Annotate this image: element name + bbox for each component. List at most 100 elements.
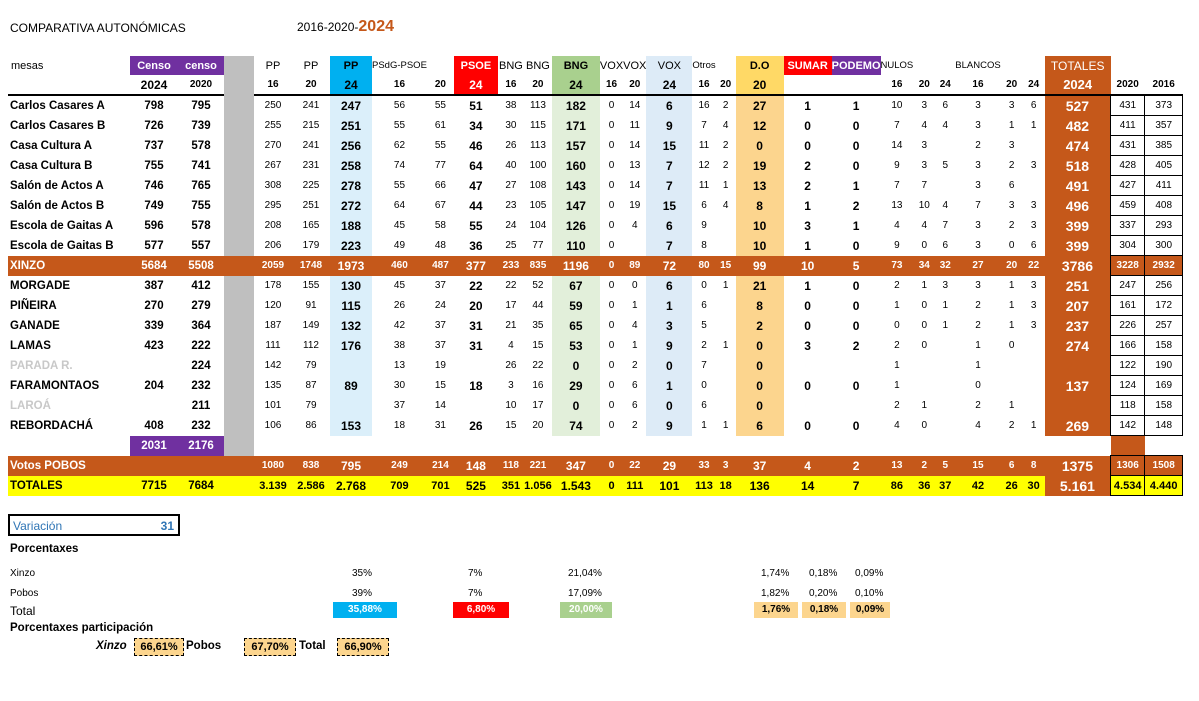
cell-5: 74 bbox=[393, 160, 406, 171]
cell-14: 1 bbox=[701, 420, 707, 431]
cell-13: 1 bbox=[646, 295, 693, 316]
cell-13: 9 bbox=[646, 115, 693, 136]
cell-19: 2 bbox=[894, 280, 900, 291]
porc-xinzo-bng: 21,04% bbox=[568, 568, 602, 579]
cell-12 bbox=[623, 236, 646, 256]
header-year-5: 24 bbox=[330, 75, 372, 96]
cell-15: 2 bbox=[722, 100, 729, 112]
cell-18: 7 bbox=[831, 475, 881, 496]
cell-27: 169 bbox=[1144, 375, 1184, 396]
cell-8: 351 bbox=[497, 475, 524, 496]
cell-19: 1 bbox=[894, 360, 900, 371]
year-current: 2024 bbox=[358, 18, 394, 35]
cell-15: 2 bbox=[722, 140, 729, 151]
cell-22: 2 bbox=[975, 400, 981, 411]
cell-5: 18 bbox=[393, 420, 406, 431]
cell-7: 20 bbox=[469, 298, 483, 313]
cell-4: 278 bbox=[330, 175, 372, 196]
cell-13: 6 bbox=[646, 95, 693, 116]
cell-5: 30 bbox=[393, 380, 406, 391]
header-year-13: 20 bbox=[623, 75, 647, 96]
cell-25: 237 bbox=[1044, 315, 1111, 336]
cell-18: 1 bbox=[852, 178, 860, 193]
cell-10: 65 bbox=[551, 315, 600, 336]
table-row: Escola de Gaitas A 596 578 208 165 188 45 58 55 2… bbox=[8, 215, 1184, 236]
table-row: MORGADE 387 412 178 155 130 45 37 22 22 52 67 0 0 6 0 1 2… bbox=[8, 275, 1184, 296]
variacion-box[interactable]: Variación 31 bbox=[8, 514, 180, 536]
cell-23: 6 bbox=[1000, 455, 1023, 476]
cell-2: 178 bbox=[264, 280, 282, 291]
cell-20: 1 bbox=[921, 400, 928, 411]
cell-4: 247 bbox=[330, 95, 372, 116]
cell-8: 30 bbox=[505, 120, 517, 131]
cell-10: 126 bbox=[551, 215, 600, 236]
gap-cell bbox=[224, 195, 254, 216]
cell-27: 256 bbox=[1144, 275, 1184, 296]
blank-cell bbox=[1045, 436, 1111, 456]
cell-5: 460 bbox=[372, 255, 427, 276]
cell-11: 0 bbox=[608, 240, 615, 251]
header-year-23: 16 bbox=[955, 75, 1001, 96]
cell-20: 0 bbox=[921, 420, 928, 431]
cell-4: 2.768 bbox=[330, 475, 372, 496]
cell-16: 8 bbox=[735, 195, 784, 216]
cell-15 bbox=[716, 376, 736, 396]
cell-6: 61 bbox=[434, 120, 446, 131]
cell-6: 214 bbox=[426, 455, 454, 476]
cell-12: 6 bbox=[631, 400, 638, 411]
blank-cell bbox=[1110, 435, 1145, 456]
cell-19: 7 bbox=[894, 180, 900, 191]
cell-1: 232 bbox=[191, 379, 211, 392]
cell-15: 18 bbox=[715, 475, 736, 496]
cell-5: 62 bbox=[393, 140, 406, 151]
cell-17 bbox=[784, 356, 832, 376]
cell-18: 5 bbox=[831, 255, 881, 276]
cell-13: 3 bbox=[646, 315, 693, 336]
cell-19: 10 bbox=[891, 100, 903, 112]
cell-24 bbox=[1023, 136, 1045, 156]
cell-26: 431 bbox=[1110, 135, 1146, 156]
header-gap bbox=[224, 56, 254, 75]
cell-14: 33 bbox=[692, 455, 716, 476]
cell-16: 27 bbox=[735, 95, 784, 116]
cell-26: 304 bbox=[1110, 235, 1146, 256]
cell-7: 46 bbox=[469, 138, 483, 153]
gap-cell bbox=[224, 475, 254, 496]
cell-8: 27 bbox=[505, 180, 517, 191]
cell-16: 6 bbox=[735, 415, 784, 436]
cell-13: 0 bbox=[646, 355, 693, 376]
cell-3: 79 bbox=[305, 360, 317, 371]
header-vox_a: VOX bbox=[599, 59, 624, 72]
cell-1: 741 bbox=[191, 159, 211, 172]
cell-22: 3 bbox=[975, 220, 981, 231]
sheet-title: COMPARATIVA AUTONÓMICAS bbox=[10, 21, 186, 35]
cell-18: 1 bbox=[852, 218, 860, 233]
cell-9: 15 bbox=[532, 340, 544, 351]
cell-13: 7 bbox=[646, 175, 693, 196]
cell-16: 0 bbox=[735, 355, 784, 376]
cell-19: 73 bbox=[880, 255, 914, 276]
row-name: GANADE bbox=[10, 319, 60, 332]
cell-20: 0 bbox=[921, 340, 928, 351]
porc-xinzo-label: Xinzo bbox=[10, 568, 36, 579]
header-mesas: mesas bbox=[11, 59, 44, 72]
blank-cell bbox=[881, 436, 914, 456]
cell-21 bbox=[935, 356, 955, 376]
header-row-parties: mesas Censo censo PP PP PP PSdG-PSOE PSOE BNG BNG… bbox=[8, 56, 1183, 75]
header-n2 bbox=[913, 56, 935, 75]
cell-21 bbox=[935, 416, 955, 436]
blank-cell bbox=[8, 436, 130, 456]
cell-1: 578 bbox=[191, 139, 211, 152]
header-year-3: 16 bbox=[254, 75, 292, 96]
porc-pobos-psoe: 7% bbox=[468, 588, 483, 599]
cell-4: 258 bbox=[330, 155, 372, 176]
cell-0: 749 bbox=[144, 199, 164, 212]
cell-7: 55 bbox=[469, 218, 483, 233]
header-year-2: 2020 bbox=[178, 75, 224, 96]
cell-6: 66 bbox=[434, 180, 446, 191]
cell-25: 482 bbox=[1044, 115, 1111, 136]
cell-10: 157 bbox=[551, 135, 600, 156]
cell-26: 337 bbox=[1110, 215, 1146, 236]
cell-19: 2 bbox=[894, 340, 900, 351]
cell-27: 2932 bbox=[1144, 255, 1184, 276]
